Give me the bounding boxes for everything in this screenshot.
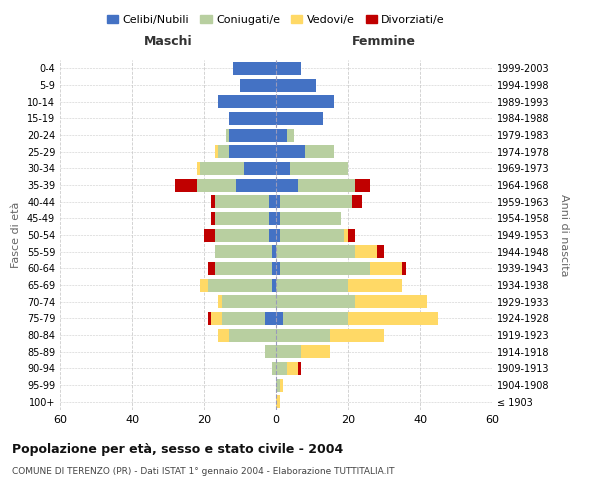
Bar	[276, 328, 330, 342]
Bar	[218, 145, 229, 158]
Bar	[276, 345, 301, 358]
Bar	[215, 262, 272, 275]
Bar	[208, 262, 215, 275]
Bar	[233, 62, 276, 75]
Bar	[229, 128, 276, 141]
Bar	[197, 178, 236, 192]
Bar	[272, 245, 276, 258]
Bar	[276, 228, 280, 241]
Bar	[197, 162, 200, 175]
Bar	[276, 195, 280, 208]
Bar	[348, 228, 355, 241]
Bar	[244, 162, 276, 175]
Text: Femmine: Femmine	[352, 36, 416, 49]
Bar	[226, 128, 229, 141]
Bar	[229, 145, 276, 158]
Bar	[276, 95, 334, 108]
Bar	[276, 378, 280, 392]
Bar	[276, 212, 280, 225]
Bar	[211, 312, 222, 325]
Bar	[287, 362, 298, 375]
Bar	[276, 262, 280, 275]
Bar	[218, 328, 229, 342]
Bar	[229, 328, 276, 342]
Bar	[208, 312, 211, 325]
Bar	[287, 128, 294, 141]
Bar	[348, 312, 438, 325]
Bar	[265, 345, 276, 358]
Bar	[355, 245, 377, 258]
Bar	[298, 362, 301, 375]
Bar	[377, 245, 384, 258]
Bar	[280, 212, 341, 225]
Bar	[218, 95, 276, 108]
Bar	[283, 312, 348, 325]
Bar	[269, 195, 276, 208]
Bar	[276, 145, 305, 158]
Bar	[236, 178, 276, 192]
Y-axis label: Fasce di età: Fasce di età	[11, 202, 21, 268]
Bar	[218, 295, 222, 308]
Y-axis label: Anni di nascita: Anni di nascita	[559, 194, 569, 276]
Bar	[272, 278, 276, 291]
Bar	[200, 162, 244, 175]
Bar	[305, 145, 334, 158]
Bar	[344, 228, 348, 241]
Bar	[215, 212, 269, 225]
Text: Maschi: Maschi	[143, 36, 193, 49]
Bar	[276, 312, 283, 325]
Bar	[276, 362, 287, 375]
Bar	[355, 295, 427, 308]
Bar	[276, 278, 348, 291]
Bar	[265, 312, 276, 325]
Bar	[211, 212, 215, 225]
Bar	[276, 395, 280, 408]
Bar	[298, 178, 355, 192]
Bar	[370, 262, 402, 275]
Bar	[215, 228, 269, 241]
Bar	[272, 362, 276, 375]
Bar	[215, 245, 272, 258]
Bar	[402, 262, 406, 275]
Bar	[211, 195, 215, 208]
Bar	[269, 228, 276, 241]
Bar	[200, 278, 208, 291]
Bar	[272, 262, 276, 275]
Bar	[222, 312, 265, 325]
Bar	[280, 228, 344, 241]
Text: COMUNE DI TERENZO (PR) - Dati ISTAT 1° gennaio 2004 - Elaborazione TUTTITALIA.IT: COMUNE DI TERENZO (PR) - Dati ISTAT 1° g…	[12, 468, 395, 476]
Bar	[290, 162, 348, 175]
Bar	[276, 162, 290, 175]
Bar	[276, 78, 316, 92]
Bar	[280, 195, 352, 208]
Text: Popolazione per età, sesso e stato civile - 2004: Popolazione per età, sesso e stato civil…	[12, 442, 343, 456]
Bar	[276, 128, 287, 141]
Bar	[204, 228, 215, 241]
Bar	[276, 112, 323, 125]
Bar	[276, 62, 301, 75]
Bar	[229, 112, 276, 125]
Bar	[280, 378, 283, 392]
Bar	[222, 295, 276, 308]
Bar	[208, 278, 272, 291]
Bar	[301, 345, 330, 358]
Bar	[276, 295, 355, 308]
Legend: Celibi/Nubili, Coniugati/e, Vedovi/e, Divorziati/e: Celibi/Nubili, Coniugati/e, Vedovi/e, Di…	[103, 10, 449, 29]
Bar	[348, 278, 402, 291]
Bar	[269, 212, 276, 225]
Bar	[280, 262, 370, 275]
Bar	[330, 328, 384, 342]
Bar	[175, 178, 197, 192]
Bar	[355, 178, 370, 192]
Bar	[352, 195, 362, 208]
Bar	[215, 195, 269, 208]
Bar	[240, 78, 276, 92]
Bar	[276, 178, 298, 192]
Bar	[215, 145, 218, 158]
Bar	[276, 245, 355, 258]
